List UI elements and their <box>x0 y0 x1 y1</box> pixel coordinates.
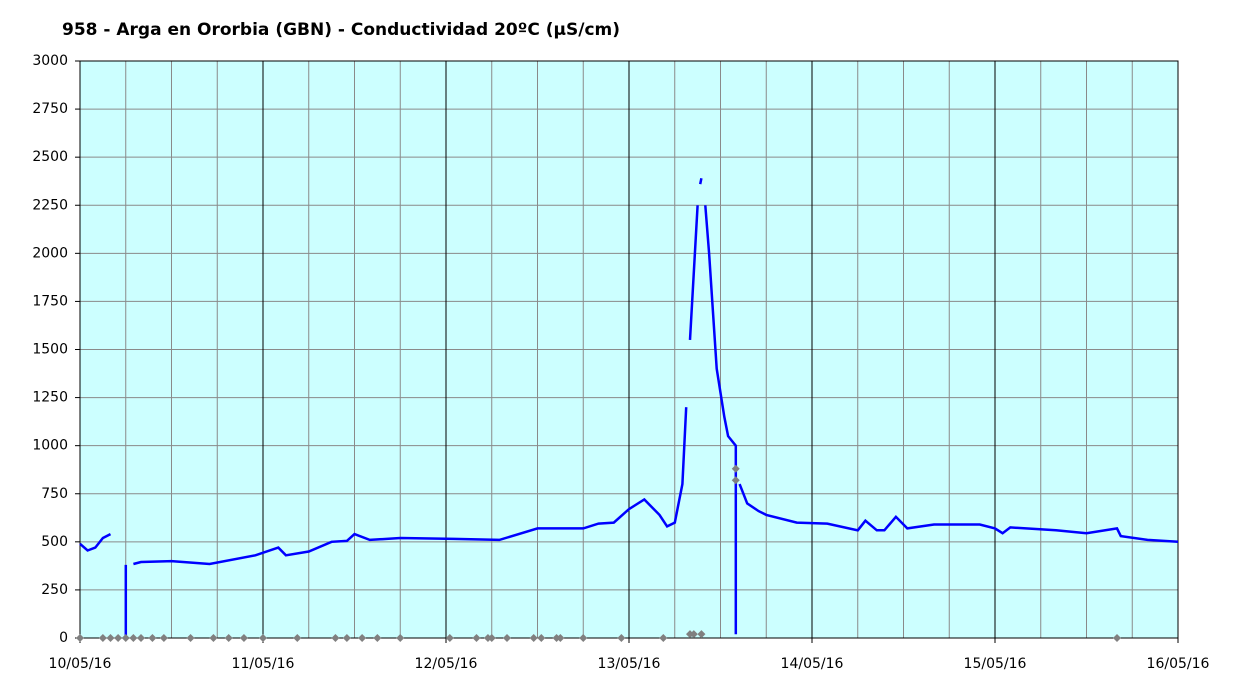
marker <box>373 634 382 642</box>
series-line <box>79 178 1179 638</box>
y-tick-label: 1750 <box>32 293 68 309</box>
marker <box>331 634 340 642</box>
y-tick-label: 250 <box>41 582 68 598</box>
marker <box>529 634 538 642</box>
marker <box>159 634 168 642</box>
y-tick-label: 1500 <box>32 342 68 358</box>
marker <box>487 634 496 642</box>
x-tick-label: 12/05/16 <box>415 656 478 672</box>
marker <box>129 634 138 642</box>
y-tick-label: 2500 <box>32 149 68 165</box>
marker <box>697 630 706 639</box>
marker <box>186 634 195 642</box>
marker <box>137 634 145 642</box>
x-tick-label: 15/05/16 <box>964 656 1027 672</box>
y-tick-label: 1250 <box>32 390 68 406</box>
y-tick-label: 750 <box>41 486 68 502</box>
marker <box>1113 634 1121 642</box>
y-tick-label: 3000 <box>32 53 68 69</box>
y-tick-label: 1000 <box>32 438 68 454</box>
marker <box>259 634 267 642</box>
marker <box>689 630 698 639</box>
marker <box>342 634 351 642</box>
y-tick-label: 2250 <box>32 197 68 213</box>
x-tick-label: 11/05/16 <box>232 656 295 672</box>
marker <box>121 634 130 642</box>
y-tick-label: 2000 <box>32 245 68 261</box>
y-tick-label: 500 <box>41 534 68 550</box>
marker <box>224 634 233 642</box>
marker <box>503 634 511 642</box>
marker <box>579 634 588 642</box>
x-tick-label: 14/05/16 <box>781 656 844 672</box>
marker <box>445 634 454 642</box>
marker <box>472 634 481 642</box>
marker <box>76 634 84 642</box>
marker <box>239 634 248 642</box>
x-tick-label: 16/05/16 <box>1147 656 1210 672</box>
marker <box>659 634 668 642</box>
marker <box>106 634 115 642</box>
x-tick-label: 13/05/16 <box>598 656 661 672</box>
x-tick-label: 10/05/16 <box>49 656 112 672</box>
marker <box>209 634 218 642</box>
marker <box>731 464 740 473</box>
marker <box>396 634 405 642</box>
marker <box>358 634 367 642</box>
y-tick-label: 2750 <box>32 101 68 117</box>
marker <box>731 476 740 485</box>
marker <box>556 634 565 642</box>
marker <box>114 634 123 642</box>
marker <box>293 634 302 642</box>
marker <box>98 634 107 642</box>
marker <box>148 634 157 642</box>
chart-title: 958 - Arga en Ororbia (GBN) - Conductivi… <box>62 20 620 40</box>
marker <box>617 634 626 642</box>
y-tick-label: 0 <box>59 630 68 646</box>
marker <box>537 634 546 642</box>
